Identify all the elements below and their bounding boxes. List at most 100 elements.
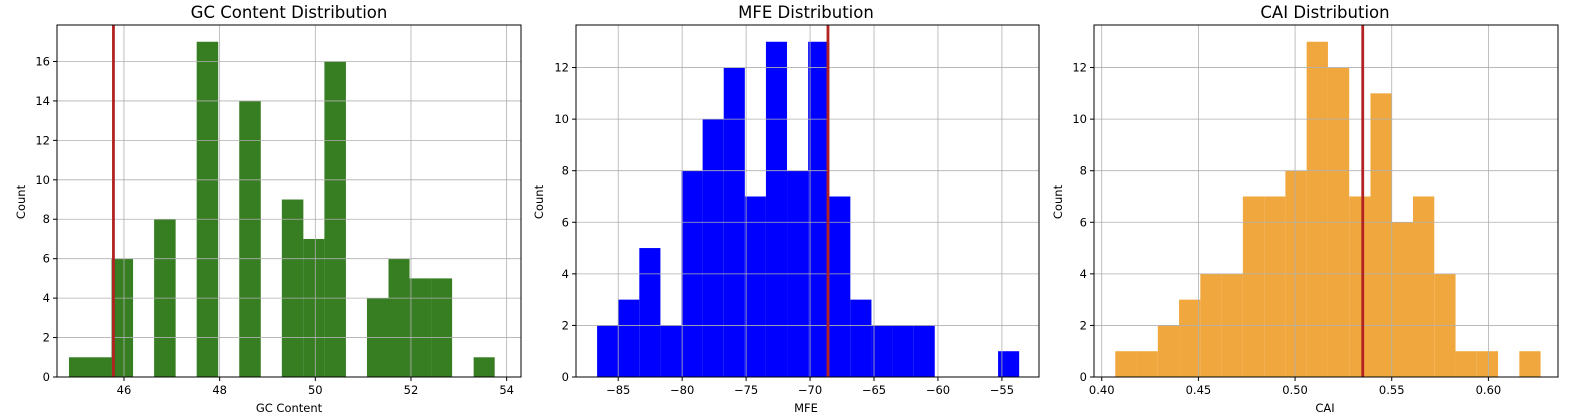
histogram-bar [1136, 351, 1158, 377]
x-axis-label: CAI [1315, 401, 1334, 415]
histogram-bar [913, 325, 935, 377]
histogram-bar [597, 325, 619, 377]
y-tick-label: 10 [554, 112, 569, 126]
y-tick-label: 2 [43, 331, 50, 345]
y-axis-label: Count [1051, 184, 1065, 219]
histogram-bar [871, 325, 893, 377]
histogram-bar [808, 41, 830, 377]
x-tick-label: 46 [117, 383, 132, 397]
plot-frame [1093, 24, 1559, 378]
x-tick-label: 52 [404, 383, 419, 397]
y-tick-label: 2 [562, 318, 569, 332]
y-tick-label: 8 [562, 164, 569, 178]
histogram-bar [303, 238, 325, 377]
y-axis-label: Count [14, 184, 28, 219]
x-ticks: −85 −80 −75 −70 −65 −60 −55 [606, 377, 1014, 397]
x-tick-label: 0.60 [1476, 383, 1502, 397]
x-tick-label: −75 [734, 383, 758, 397]
x-tick-label: −55 [990, 383, 1014, 397]
chart-title: CAI Distribution [1260, 3, 1389, 22]
histogram-bar [68, 357, 91, 377]
histogram-bar [388, 258, 410, 377]
chart-title: GC Content Distribution [191, 3, 388, 22]
histogram-bar [1455, 351, 1477, 377]
histogram-bar [473, 357, 495, 377]
histogram-bar [431, 278, 453, 377]
histogram-bar [618, 299, 640, 377]
x-ticks: 46 48 50 52 54 [117, 377, 514, 397]
histogram-bar [660, 325, 682, 377]
histogram-bar [239, 100, 261, 378]
y-ticks: 0 2 4 6 8 10 12 [1072, 61, 1094, 384]
x-tick-label: −65 [862, 383, 886, 397]
y-tick-label: 8 [43, 212, 50, 226]
histogram-bar [1413, 196, 1435, 377]
y-tick-label: 12 [554, 61, 569, 75]
x-ticks: 0.40 0.45 0.50 0.55 0.60 [1089, 377, 1501, 397]
y-tick-label: 10 [1072, 112, 1087, 126]
chart-title: MFE Distribution [738, 3, 874, 22]
histogram-bar [111, 258, 134, 377]
histogram-bar [850, 299, 872, 377]
bars [1115, 41, 1541, 378]
y-tick-label: 0 [1080, 370, 1087, 384]
histogram-bar [1476, 351, 1499, 377]
plot-frame [56, 24, 522, 378]
histogram-bar [1519, 351, 1541, 377]
y-tick-label: 12 [35, 133, 50, 147]
y-tick-label: 14 [35, 94, 50, 108]
x-tick-label: 50 [308, 383, 323, 397]
histogram-bar [1370, 93, 1392, 377]
histogram-bar [90, 357, 112, 377]
histogram-bar [1264, 196, 1286, 377]
bars [68, 41, 495, 378]
plot-frame [575, 24, 1040, 378]
histogram-bar [639, 248, 661, 377]
gridlines [1094, 25, 1558, 378]
y-tick-label: 8 [1080, 164, 1087, 178]
histogram-bar [196, 41, 219, 377]
y-tick-label: 4 [562, 267, 569, 281]
histogram-bar [1306, 41, 1328, 377]
histogram-bar [1349, 196, 1371, 377]
y-tick-label: 2 [1080, 318, 1087, 332]
histogram-bar [1157, 325, 1180, 377]
histogram-bar [744, 196, 766, 377]
histogram-bar [1115, 351, 1137, 377]
histogram-bar [409, 278, 432, 377]
y-ticks: 0 2 4 6 8 10 12 [554, 61, 576, 384]
histogram-bar [281, 199, 304, 377]
x-axis-label: MFE [794, 401, 818, 415]
y-ticks: 0 2 4 6 8 10 12 14 16 [35, 54, 57, 384]
x-tick-label: 54 [499, 383, 514, 397]
y-tick-label: 4 [1080, 267, 1087, 281]
histogram-bar [829, 196, 851, 377]
y-tick-label: 6 [43, 252, 50, 266]
cai-histogram: CAI Distribution CAI Count 0.40 0.45 0.50 0… [1051, 3, 1559, 415]
x-tick-label: −60 [926, 383, 950, 397]
gc-content-histogram: GC Content Distribution GC Content Count… [14, 3, 522, 415]
y-axis-label: Count [532, 184, 546, 219]
x-axis-label: GC Content [256, 401, 323, 415]
x-tick-label: −70 [798, 383, 822, 397]
y-tick-label: 0 [562, 370, 569, 384]
histogram-bar [1179, 299, 1201, 377]
x-tick-label: 0.45 [1186, 383, 1212, 397]
x-tick-label: 0.40 [1089, 383, 1115, 397]
histogram-bar [998, 351, 1020, 377]
histogram-bar [1242, 196, 1265, 377]
mfe-histogram: MFE Distribution MFE Count −85 −80 −75 −70−… [532, 3, 1040, 415]
y-tick-label: 16 [35, 54, 50, 68]
histogram-bar [702, 119, 724, 378]
y-tick-label: 10 [35, 173, 50, 187]
x-tick-label: −80 [670, 383, 694, 397]
histogram-bar [892, 325, 914, 377]
y-tick-label: 12 [1072, 61, 1087, 75]
y-tick-label: 4 [43, 291, 50, 305]
histogram-bar [1391, 222, 1413, 377]
x-tick-label: 48 [212, 383, 227, 397]
y-tick-label: 6 [1080, 215, 1087, 229]
x-tick-label: 0.55 [1379, 383, 1405, 397]
y-tick-label: 0 [43, 370, 50, 384]
